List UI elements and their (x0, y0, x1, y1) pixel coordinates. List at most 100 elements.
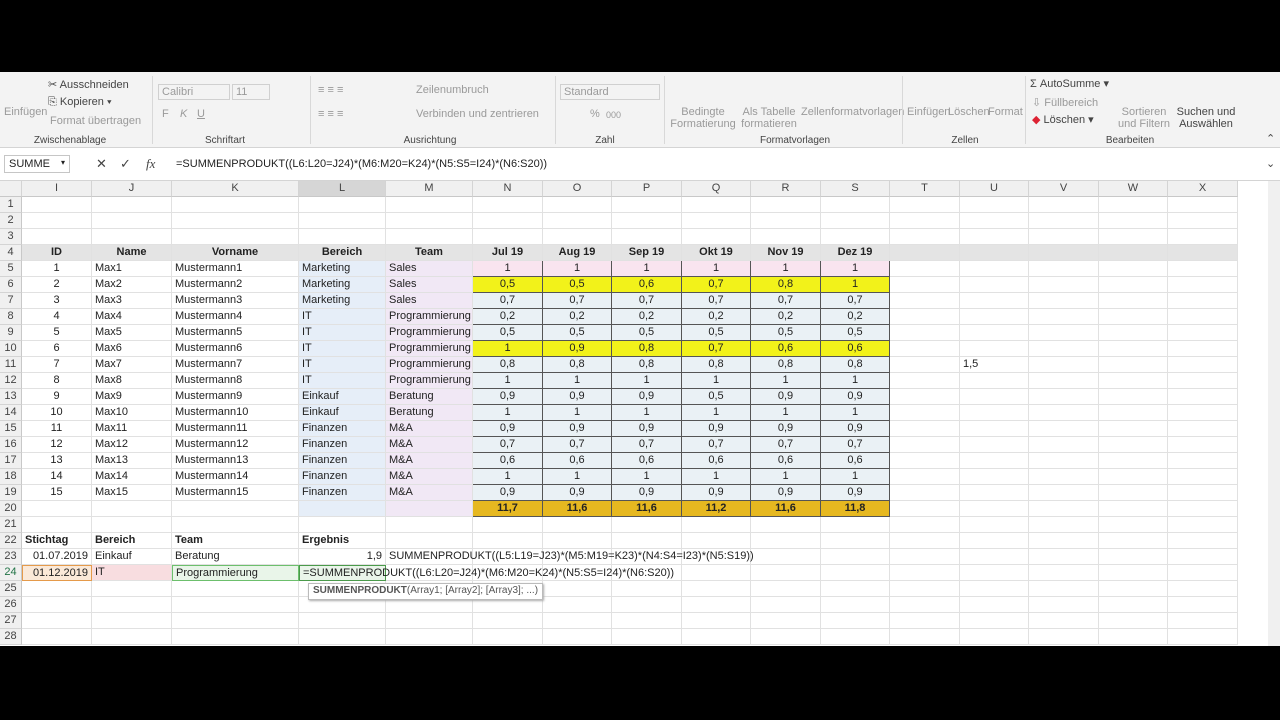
cell-T12[interactable] (890, 373, 960, 389)
cell-O17[interactable]: 0,6 (543, 453, 612, 469)
cell-L20[interactable] (299, 501, 386, 517)
row-header-19[interactable]: 19 (0, 485, 22, 501)
cell-I4[interactable]: ID (22, 245, 92, 261)
cell-X14[interactable] (1168, 405, 1238, 421)
cell-L5[interactable]: Marketing (299, 261, 386, 277)
cell-X13[interactable] (1168, 389, 1238, 405)
row-header-3[interactable]: 3 (0, 229, 22, 245)
cell-J6[interactable]: Max2 (92, 277, 172, 293)
cell-Q2[interactable] (682, 213, 751, 229)
cell-L24[interactable]: =SUMMENPRODUKT((L6:L20=J24)*(M6:M20=K24)… (299, 565, 674, 581)
cell-K20[interactable] (172, 501, 299, 517)
cell-V15[interactable] (1029, 421, 1099, 437)
cell-W21[interactable] (1099, 517, 1168, 533)
cell-W13[interactable] (1099, 389, 1168, 405)
row-header-16[interactable]: 16 (0, 437, 22, 453)
cell-S11[interactable]: 0,8 (821, 357, 890, 373)
insert-function-icon[interactable]: fx (146, 156, 156, 171)
cell-U23[interactable] (960, 549, 1029, 565)
cell-R18[interactable]: 1 (751, 469, 821, 485)
cell-I25[interactable] (22, 581, 92, 597)
cell-M28[interactable] (386, 629, 473, 645)
cell-V8[interactable] (1029, 309, 1099, 325)
cell-P14[interactable]: 1 (612, 405, 682, 421)
cell-X4[interactable] (1168, 245, 1238, 261)
cell-R28[interactable] (751, 629, 821, 645)
cell-N8[interactable]: 0,2 (473, 309, 543, 325)
cell-W5[interactable] (1099, 261, 1168, 277)
cell-I12[interactable]: 8 (22, 373, 92, 389)
cell-X18[interactable] (1168, 469, 1238, 485)
cell-P12[interactable]: 1 (612, 373, 682, 389)
row-header-27[interactable]: 27 (0, 613, 22, 629)
cell-S8[interactable]: 0,2 (821, 309, 890, 325)
cell-K17[interactable]: Mustermann13 (172, 453, 299, 469)
cell-S26[interactable] (821, 597, 890, 613)
column-header-X[interactable]: X (1168, 181, 1238, 197)
cell-O10[interactable]: 0,9 (543, 341, 612, 357)
row-header-10[interactable]: 10 (0, 341, 22, 357)
cell-R24[interactable] (751, 565, 821, 581)
cell-M6[interactable]: Sales (386, 277, 473, 293)
cell-N24[interactable] (473, 565, 543, 581)
cell-I19[interactable]: 15 (22, 485, 92, 501)
cell-U2[interactable] (960, 213, 1029, 229)
cell-N16[interactable]: 0,7 (473, 437, 543, 453)
cell-K27[interactable] (172, 613, 299, 629)
cell-O9[interactable]: 0,5 (543, 325, 612, 341)
cell-T3[interactable] (890, 229, 960, 245)
cell-I20[interactable] (22, 501, 92, 517)
cell-R26[interactable] (751, 597, 821, 613)
cell-K8[interactable]: Mustermann4 (172, 309, 299, 325)
cell-M12[interactable]: Programmierung (386, 373, 473, 389)
cell-I16[interactable]: 12 (22, 437, 92, 453)
cell-L26[interactable] (299, 597, 386, 613)
cell-T24[interactable] (890, 565, 960, 581)
cell-L2[interactable] (299, 213, 386, 229)
cell-Q10[interactable]: 0,7 (682, 341, 751, 357)
cell-K13[interactable]: Mustermann9 (172, 389, 299, 405)
cell-W4[interactable] (1099, 245, 1168, 261)
cell-W23[interactable] (1099, 549, 1168, 565)
cell-Q19[interactable]: 0,9 (682, 485, 751, 501)
row-header-1[interactable]: 1 (0, 197, 22, 213)
cell-Q27[interactable] (682, 613, 751, 629)
cell-W24[interactable] (1099, 565, 1168, 581)
cell-V20[interactable] (1029, 501, 1099, 517)
cell-O23[interactable] (543, 549, 612, 565)
cell-L6[interactable]: Marketing (299, 277, 386, 293)
cell-L7[interactable]: Marketing (299, 293, 386, 309)
cell-J10[interactable]: Max6 (92, 341, 172, 357)
cell-R12[interactable]: 1 (751, 373, 821, 389)
cell-T13[interactable] (890, 389, 960, 405)
cell-V10[interactable] (1029, 341, 1099, 357)
cell-Q14[interactable]: 1 (682, 405, 751, 421)
cell-I13[interactable]: 9 (22, 389, 92, 405)
column-header-W[interactable]: W (1099, 181, 1168, 197)
column-header-J[interactable]: J (92, 181, 172, 197)
cell-M20[interactable] (386, 501, 473, 517)
cell-N7[interactable]: 0,7 (473, 293, 543, 309)
enter-icon[interactable]: ✓ (120, 156, 131, 171)
cell-R3[interactable] (751, 229, 821, 245)
cell-S12[interactable]: 1 (821, 373, 890, 389)
cell-V24[interactable] (1029, 565, 1099, 581)
cell-U6[interactable] (960, 277, 1029, 293)
row-header-9[interactable]: 9 (0, 325, 22, 341)
row-header-25[interactable]: 25 (0, 581, 22, 597)
cell-O27[interactable] (543, 613, 612, 629)
cell-W18[interactable] (1099, 469, 1168, 485)
cell-Q16[interactable]: 0,7 (682, 437, 751, 453)
cell-T2[interactable] (890, 213, 960, 229)
cell-N9[interactable]: 0,5 (473, 325, 543, 341)
cell-J15[interactable]: Max11 (92, 421, 172, 437)
cell-L3[interactable] (299, 229, 386, 245)
cell-Q8[interactable]: 0,2 (682, 309, 751, 325)
cell-Q4[interactable]: Okt 19 (682, 245, 751, 261)
row-header-11[interactable]: 11 (0, 357, 22, 373)
cell-X11[interactable] (1168, 357, 1238, 373)
column-header-R[interactable]: R (751, 181, 821, 197)
cell-T17[interactable] (890, 453, 960, 469)
cell-P22[interactable] (612, 533, 682, 549)
cell-J19[interactable]: Max15 (92, 485, 172, 501)
